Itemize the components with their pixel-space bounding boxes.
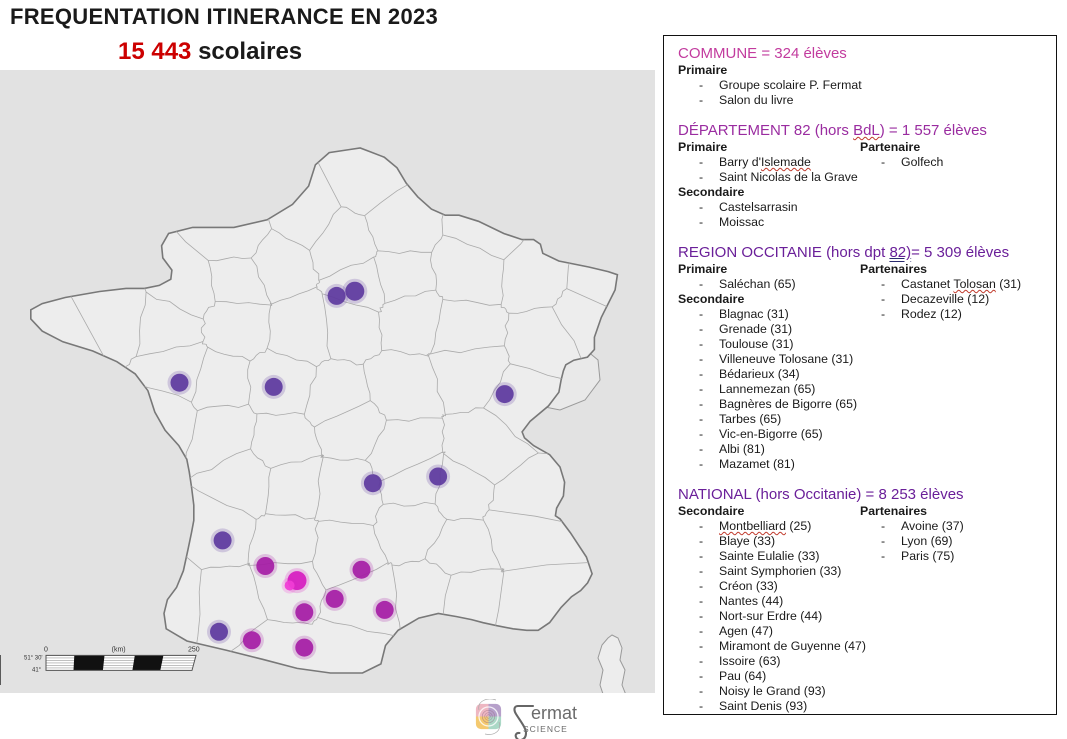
svg-text:250: 250 <box>188 646 200 653</box>
svg-text:(km): (km) <box>112 646 126 653</box>
svg-text:SCIENCE: SCIENCE <box>523 724 568 734</box>
svg-text:51° 30': 51° 30' <box>24 655 43 661</box>
svg-text:0: 0 <box>44 646 48 653</box>
svg-text:ermat: ermat <box>531 703 577 723</box>
svg-text:41°: 41° <box>32 667 42 673</box>
